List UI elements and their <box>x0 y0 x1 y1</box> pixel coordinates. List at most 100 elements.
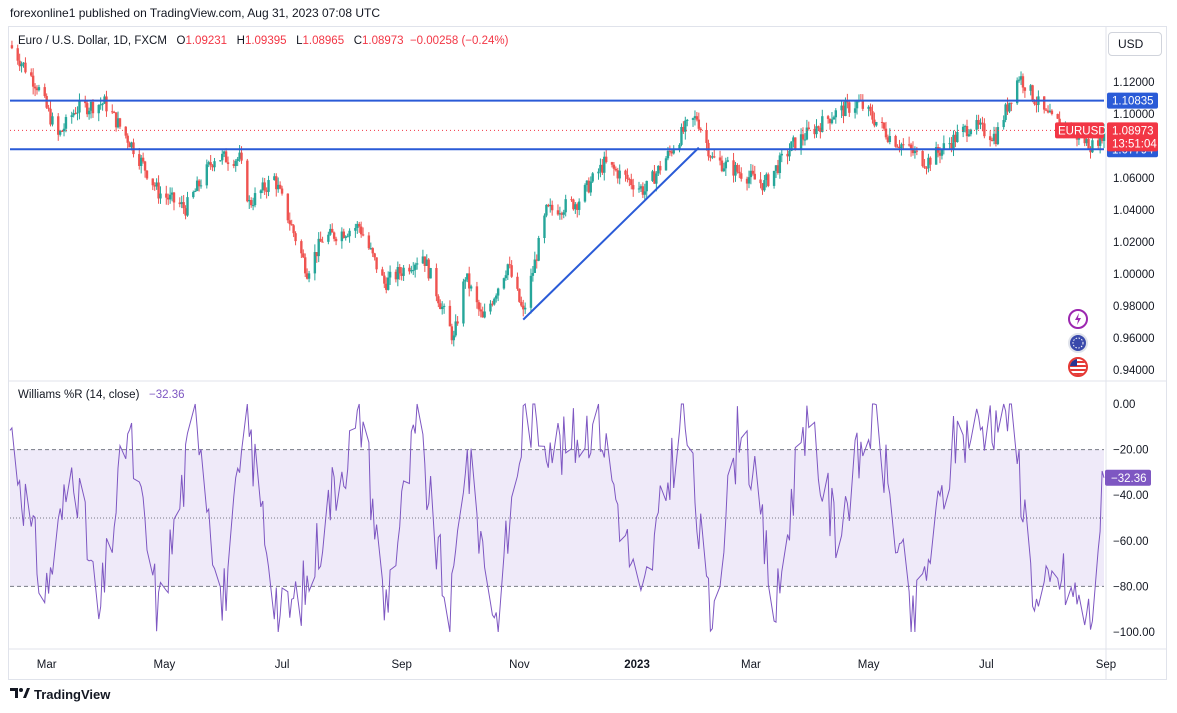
candle-down <box>167 197 170 200</box>
candle-up <box>765 174 768 181</box>
candle-up <box>259 190 263 194</box>
candle-down <box>456 321 459 324</box>
lightning-icon[interactable] <box>1068 309 1088 329</box>
candle-up <box>340 231 344 242</box>
wr-value-tag-bg <box>1105 469 1151 486</box>
candle-down <box>1031 85 1034 101</box>
globe-icon[interactable] <box>1068 333 1088 353</box>
candle-up <box>734 165 737 176</box>
currency-button[interactable]: USD <box>1108 32 1162 56</box>
candle-down <box>668 150 672 152</box>
candle-up <box>155 182 158 187</box>
candle-up <box>788 150 791 157</box>
price-tick-label: 1.06000 <box>1113 173 1155 185</box>
candle-up <box>317 238 320 257</box>
candle-down <box>57 116 60 135</box>
candle-down <box>794 137 797 150</box>
candle-down <box>35 88 39 91</box>
tradingview-footer[interactable]: TradingView <box>10 687 110 702</box>
candle-down <box>751 170 755 174</box>
candle-up <box>248 200 251 202</box>
candle-up <box>543 215 546 238</box>
candle-down <box>126 135 129 143</box>
candle-up <box>643 191 646 195</box>
candle-up <box>415 263 419 265</box>
candle-down <box>965 126 969 137</box>
candle-down <box>240 152 243 161</box>
candle-up <box>159 193 162 199</box>
trend-line[interactable] <box>522 146 700 321</box>
candle-up <box>799 134 803 150</box>
candle-up <box>1004 104 1007 120</box>
candle-down <box>929 157 932 165</box>
us-flag-icon[interactable] <box>1068 357 1088 377</box>
time-axis-label: Nov <box>509 659 530 671</box>
candle-up <box>942 143 946 150</box>
candle-up <box>840 105 843 111</box>
candle-down <box>74 113 77 115</box>
candle-up <box>329 228 332 235</box>
candle-down <box>292 225 295 234</box>
candle-down <box>16 48 19 61</box>
candle-down <box>145 170 149 179</box>
candle-down <box>886 137 890 142</box>
candle-up <box>574 204 577 210</box>
candle-down <box>1035 104 1038 106</box>
candle-down <box>653 171 656 184</box>
price-tick-label: 1.10000 <box>1113 109 1155 121</box>
candle-down <box>759 179 762 184</box>
candle-up <box>1048 110 1052 113</box>
candle-up <box>70 115 73 118</box>
candle-down <box>24 62 27 73</box>
candle-down <box>491 303 494 305</box>
candle-up <box>413 264 417 270</box>
candle-up <box>996 127 1000 145</box>
candle-down <box>49 108 52 125</box>
candle-down <box>745 178 749 184</box>
candle-down <box>232 164 236 166</box>
candle-down <box>981 122 984 124</box>
candle-down <box>286 193 290 221</box>
time-axis-label: 2023 <box>624 659 650 671</box>
candle-up <box>963 126 967 128</box>
candle-up <box>506 264 509 276</box>
candle-up <box>952 134 955 149</box>
candle-down <box>616 170 619 179</box>
candle-down <box>111 111 114 113</box>
candle-up <box>577 201 581 210</box>
candle-down <box>31 75 35 87</box>
candle-up <box>421 256 425 264</box>
candle-up <box>205 164 209 186</box>
candle-down <box>828 118 832 124</box>
price-tick-label: 1.12000 <box>1113 77 1155 89</box>
candle-down <box>516 276 519 289</box>
candle-down <box>47 107 50 109</box>
candle-down <box>938 152 942 156</box>
candle-down <box>641 186 645 195</box>
candle-up <box>537 237 540 261</box>
indicator-name[interactable]: Williams %R (14, close) <box>18 389 140 401</box>
candle-up <box>62 128 66 132</box>
candle-down <box>626 174 629 180</box>
price-legend: Euro / U.S. Dollar, 1D, FXCM O1.09231 H1… <box>18 35 508 47</box>
wr-line[interactable] <box>9 402 1105 633</box>
candle-down <box>477 302 481 310</box>
candle-down <box>659 165 662 171</box>
candle-down <box>923 166 926 168</box>
symbol-title[interactable]: Euro / U.S. Dollar, 1D, FXCM <box>18 35 167 47</box>
candle-down <box>510 265 513 277</box>
candle-down <box>761 183 764 191</box>
candle-down <box>718 157 722 161</box>
candle-up <box>967 134 971 137</box>
tradingview-logo-icon <box>10 687 30 702</box>
candle-down <box>776 165 780 173</box>
price-tick-label: 1.00000 <box>1113 269 1155 281</box>
open-value: 1.09231 <box>185 35 228 47</box>
candle-up <box>1091 140 1094 153</box>
candle-down <box>398 267 401 274</box>
candle-down <box>143 161 147 171</box>
candle-down <box>624 170 627 175</box>
candle-down <box>736 165 739 172</box>
candle-down <box>30 72 33 76</box>
